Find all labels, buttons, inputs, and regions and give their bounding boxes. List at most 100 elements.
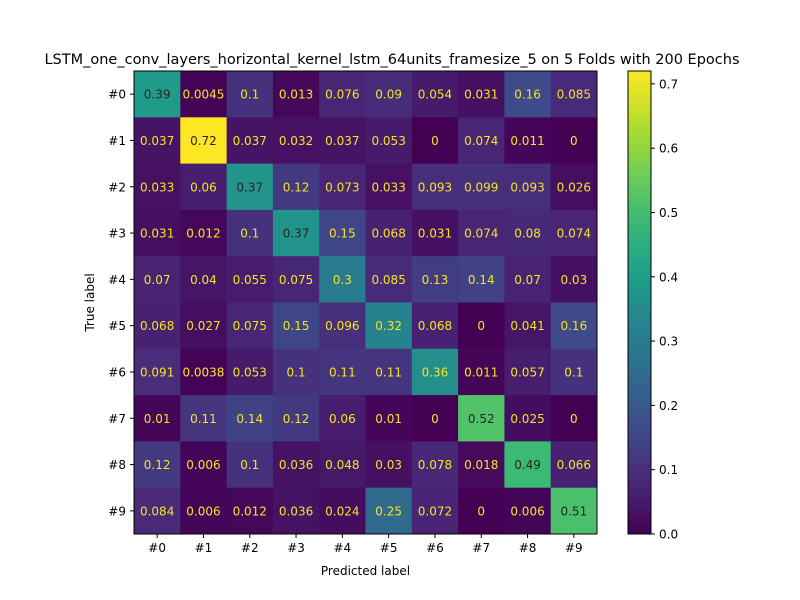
cell-value-label: 0.075 (279, 273, 313, 287)
cell-value-label: 0.031 (418, 227, 452, 241)
cell-value-label: 0.074 (464, 134, 498, 148)
cell-value-label: 0.07 (514, 273, 541, 287)
cell-value-label: 0.16 (514, 88, 541, 102)
heatmap-cell (504, 441, 552, 489)
y-tick-label: #5 (108, 319, 126, 333)
colorbar: 0.0 0.1 0.2 0.3 0.4 0.5 0.6 0.7 (627, 70, 678, 542)
cell-value-label: 0.37 (283, 227, 310, 241)
heatmap-cell (226, 348, 274, 396)
heatmap-cell (272, 302, 320, 350)
heatmap-cell (180, 348, 228, 396)
cell-value-label: 0.076 (325, 88, 359, 102)
heatmap-cell (365, 395, 413, 442)
cell-value-label: 0.01 (375, 412, 402, 426)
cell-value-label: 0.14 (468, 273, 495, 287)
cell-value-label: 0.39 (144, 88, 171, 102)
heatmap-cell (365, 348, 413, 396)
heatmap-cell (180, 71, 228, 118)
cell-value-label: 0.006 (186, 458, 220, 472)
cell-value-label: 0.073 (325, 180, 359, 194)
cell-value-label: 0.024 (325, 504, 359, 518)
x-tick-label: #8 (519, 541, 537, 555)
cell-value-label: 0.026 (557, 180, 591, 194)
heatmap-cell (458, 256, 505, 303)
heatmap-cell (411, 348, 459, 396)
heatmap-cell (272, 256, 320, 303)
y-axis-label: True label (83, 273, 97, 332)
cell-value-label: 0.1 (240, 227, 259, 241)
heatmap-cell (458, 117, 505, 165)
heatmap-cell (411, 256, 459, 303)
heatmap-cell (458, 441, 505, 489)
cell-value-label: 0.11 (329, 365, 356, 379)
heatmap-cell (226, 302, 274, 350)
cell-value-label: 0.72 (190, 134, 217, 148)
cell-value-label: 0.13 (422, 273, 449, 287)
cell-value-label: 0.037 (325, 134, 359, 148)
cell-value-label: 0.04 (190, 273, 217, 287)
heatmap-cell (365, 209, 413, 257)
cell-value-label: 0.14 (236, 412, 263, 426)
cell-value-label: 0.1 (287, 365, 306, 379)
cell-value-label: 0.091 (140, 365, 174, 379)
cell-value-label: 0.068 (140, 319, 174, 333)
cell-value-label: 0.011 (510, 134, 544, 148)
cell-value-label: 0 (477, 319, 485, 333)
cell-value-label: 0.093 (418, 180, 452, 194)
colorbar-tick-label: 0.7 (659, 77, 678, 91)
heatmap-cell (504, 302, 552, 350)
heatmap-cells (134, 71, 598, 535)
x-tick-label: #2 (241, 541, 259, 555)
heatmap-cell (319, 395, 366, 442)
colorbar-gradient (627, 70, 652, 535)
cell-value-label: 0.074 (557, 227, 591, 241)
cell-value-label: 0 (570, 134, 578, 148)
cell-value-label: 0.52 (468, 412, 495, 426)
heatmap-cell (319, 256, 366, 303)
cell-value-label: 0.078 (418, 458, 452, 472)
heatmap-cell (180, 117, 228, 165)
heatmap-cell (365, 487, 413, 535)
heatmap-cell (226, 487, 274, 535)
cell-value-label: 0.053 (233, 365, 267, 379)
heatmap-cell (550, 395, 598, 442)
x-tick-label: #3 (287, 541, 305, 555)
heatmap-cell (458, 487, 505, 535)
heatmap-cell (272, 163, 320, 211)
cell-value-label: 0.057 (510, 365, 544, 379)
heatmap-cell (458, 209, 505, 257)
heatmap-cell (134, 441, 181, 489)
heatmap-cell (411, 395, 459, 442)
cell-value-label: 0.08 (514, 227, 541, 241)
heatmap-cell (504, 395, 552, 442)
cell-value-label: 0.12 (144, 458, 171, 472)
heatmap-cell (550, 209, 598, 257)
heatmap-cell (226, 395, 274, 442)
heatmap-cell (550, 441, 598, 489)
heatmap-cell (180, 395, 228, 442)
heatmap-cell (411, 71, 459, 118)
cell-value-label: 0.031 (464, 88, 498, 102)
heatmap-cell (134, 395, 181, 442)
cell-value-label: 0.011 (464, 365, 498, 379)
cell-value-label: 0.053 (371, 134, 405, 148)
colorbar-tick-label: 0.0 (659, 528, 678, 542)
cell-value-label: 0 (477, 504, 485, 518)
heatmap-cell (458, 348, 505, 396)
heatmap-cell (226, 209, 274, 257)
heatmap-cell (134, 348, 181, 396)
x-tick-label: #5 (380, 541, 398, 555)
heatmap-cell (458, 71, 505, 118)
cell-value-label: 0.51 (560, 504, 587, 518)
heatmap-cell (550, 348, 598, 396)
cell-value-label: 0.041 (510, 319, 544, 333)
x-tick-label: #7 (472, 541, 490, 555)
y-tick-label: #4 (108, 273, 126, 287)
heatmap-cell (504, 348, 552, 396)
heatmap-cell (134, 163, 181, 211)
cell-value-label: 0.068 (418, 319, 452, 333)
cell-value-label: 0.068 (371, 227, 405, 241)
heatmap-cell (319, 348, 366, 396)
heatmap-cell (180, 441, 228, 489)
heatmap-cell (411, 209, 459, 257)
